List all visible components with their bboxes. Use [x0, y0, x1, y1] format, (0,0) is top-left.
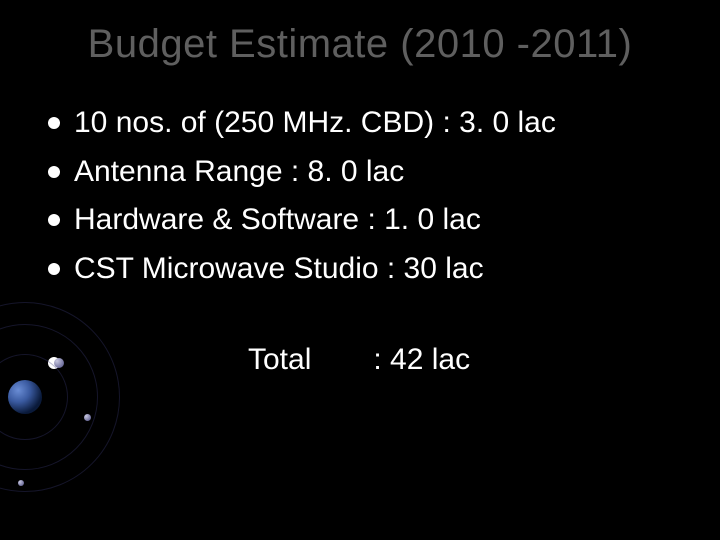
- list-item-text: Antenna Range : 8. 0 lac: [74, 152, 404, 193]
- list-item: Hardware & Software : 1. 0 lac: [48, 200, 720, 241]
- list-item: Antenna Range : 8. 0 lac: [48, 152, 720, 193]
- list-item-text: 10 nos. of (250 MHz. CBD) : 3. 0 lac: [74, 103, 556, 144]
- moon-icon: [84, 414, 91, 421]
- moon-icon: [18, 480, 24, 486]
- total-label: Total: [248, 343, 311, 377]
- total-value: : 42 lac: [373, 343, 470, 377]
- planet-icon: [8, 380, 42, 414]
- slide: Budget Estimate (2010 -2011) 10 nos. of …: [0, 0, 720, 540]
- bullet-icon: [48, 166, 60, 178]
- bullet-icon: [48, 214, 60, 226]
- moon-icon: [54, 358, 64, 368]
- list-item-text: Hardware & Software : 1. 0 lac: [74, 200, 481, 241]
- slide-title: Budget Estimate (2010 -2011): [0, 22, 720, 67]
- planet-decoration: [0, 262, 190, 482]
- bullet-icon: [48, 117, 60, 129]
- list-item: 10 nos. of (250 MHz. CBD) : 3. 0 lac: [48, 103, 720, 144]
